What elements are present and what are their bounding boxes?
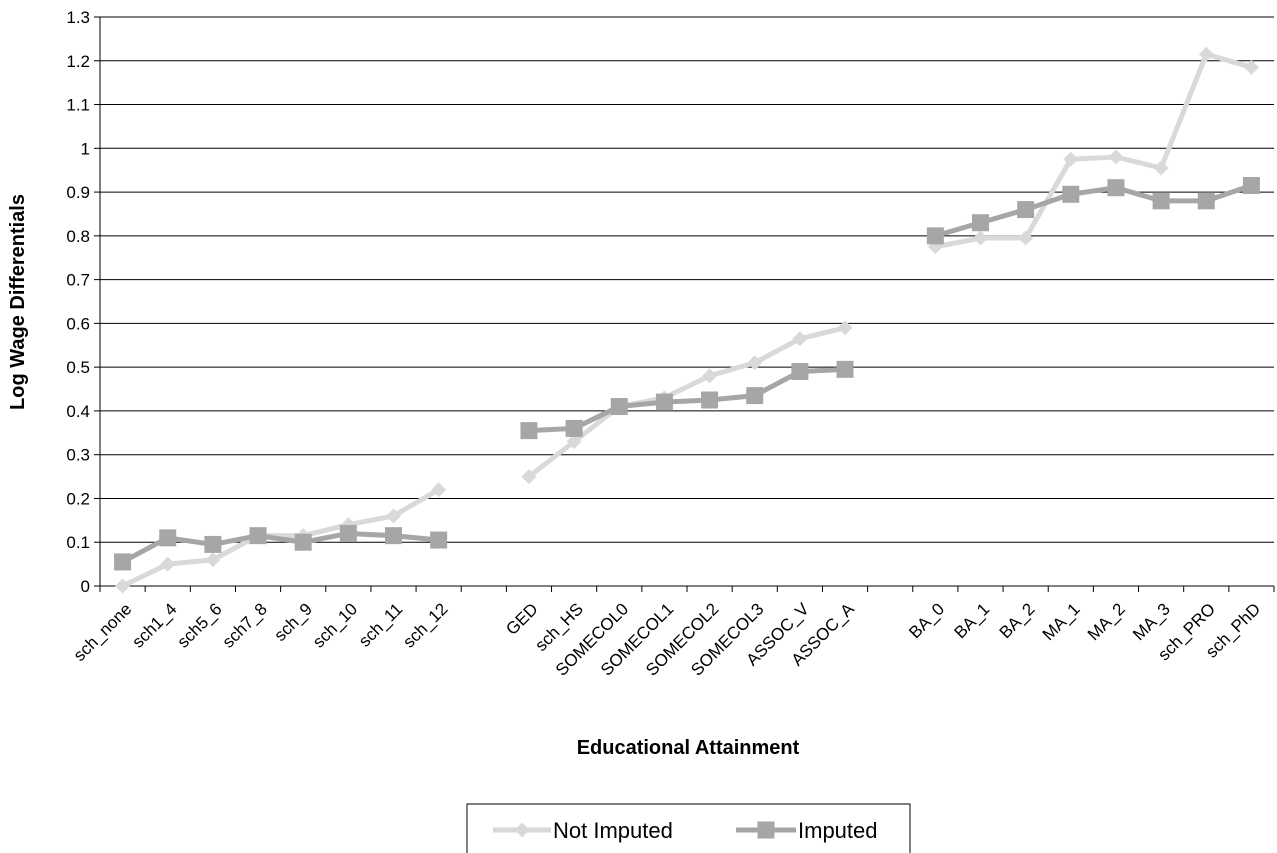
data-point [747, 355, 763, 371]
x-tick-label: GED [502, 599, 541, 638]
data-point [837, 320, 853, 336]
data-point [1063, 151, 1079, 167]
data-point [339, 524, 357, 542]
x-tick-label: BA_1 [950, 599, 993, 642]
data-point [385, 527, 402, 545]
legend-label: Imputed [798, 818, 878, 843]
data-point [1243, 59, 1259, 75]
x-tick-label: sch_10 [309, 599, 361, 651]
data-point [1018, 230, 1034, 246]
data-point [514, 822, 530, 838]
data-point [1152, 192, 1170, 210]
y-tick-label: 0.7 [66, 271, 90, 290]
data-point [655, 393, 673, 411]
data-point [431, 482, 447, 498]
data-point [792, 331, 808, 347]
data-point [565, 419, 583, 437]
data-point [1108, 149, 1124, 165]
x-tick-label: MA_2 [1084, 599, 1129, 644]
y-axis-title: Log Wage Differentials [7, 194, 29, 410]
gridlines [100, 16, 1274, 543]
x-axis-title: Educational Attainment [577, 737, 800, 759]
data-point [430, 531, 448, 549]
x-tick-label: sch_11 [355, 599, 406, 650]
data-point [159, 529, 177, 547]
series-not-imputed [115, 46, 1259, 594]
y-tick-label: 1.2 [66, 52, 90, 71]
y-tick-label: 1 [81, 139, 90, 158]
data-point [791, 363, 809, 381]
data-point [926, 227, 944, 245]
data-point [205, 552, 221, 568]
x-tick-label: BA_0 [905, 599, 948, 642]
data-point [1242, 177, 1260, 195]
x-tick-label: sch1_4 [128, 599, 180, 651]
y-tick-label: 0.6 [66, 314, 90, 333]
data-point [160, 556, 176, 572]
y-tick-label: 0.5 [66, 358, 90, 377]
data-point [972, 214, 989, 232]
legend-item: Imputed [736, 818, 878, 843]
y-tick-label: 0.4 [66, 402, 90, 421]
x-tick-label: sch_12 [399, 599, 451, 651]
x-tick-label: sch_none [70, 599, 136, 665]
data-point [1198, 46, 1214, 62]
data-point [1107, 179, 1125, 197]
y-tick-label: 0.8 [66, 227, 90, 246]
data-point [1062, 185, 1080, 203]
data-point [1197, 192, 1215, 210]
y-tick-label: 0.9 [66, 183, 90, 202]
data-point [702, 368, 718, 384]
data-point [204, 535, 222, 553]
data-point [115, 578, 131, 594]
x-tick-label: sch5_6 [174, 599, 226, 651]
y-tick-label: 1.1 [66, 96, 90, 115]
data-point [757, 821, 775, 839]
data-point [1017, 201, 1035, 219]
series-line [121, 487, 440, 589]
data-point [610, 398, 628, 416]
data-point [521, 469, 537, 485]
x-tick-label: MA_1 [1039, 599, 1084, 644]
y-tick-label: 0.2 [66, 489, 90, 508]
data-point [566, 434, 582, 450]
series-line [934, 51, 1253, 250]
data-point [973, 230, 988, 246]
series-imputed [114, 177, 1260, 571]
legend-label: Not Imputed [553, 818, 673, 843]
y-tick-label: 0.3 [66, 446, 90, 465]
data-point [386, 508, 401, 524]
series-layer [114, 46, 1260, 594]
data-point [114, 553, 132, 571]
y-axis: 0 0.1 0.2 0.3 0.4 0.5 0.6 0.7 0.8 0.9 1 1.1 1.2 1.3 [66, 8, 101, 596]
y-tick-label: 1.3 [66, 8, 90, 27]
y-tick-label: 0.1 [66, 533, 90, 552]
data-point [294, 533, 312, 551]
y-tick-label: 0 [81, 577, 90, 596]
x-tick-label: BA_2 [996, 599, 1039, 642]
x-tick-label: sch7_8 [219, 599, 271, 651]
legend: Not Imputed Imputed [466, 803, 911, 853]
data-point [1153, 160, 1169, 176]
data-point [701, 391, 719, 409]
legend-item: Not Imputed [493, 818, 673, 843]
data-point [746, 387, 764, 405]
data-point [520, 422, 538, 440]
data-point [836, 360, 854, 378]
data-point [249, 527, 267, 545]
